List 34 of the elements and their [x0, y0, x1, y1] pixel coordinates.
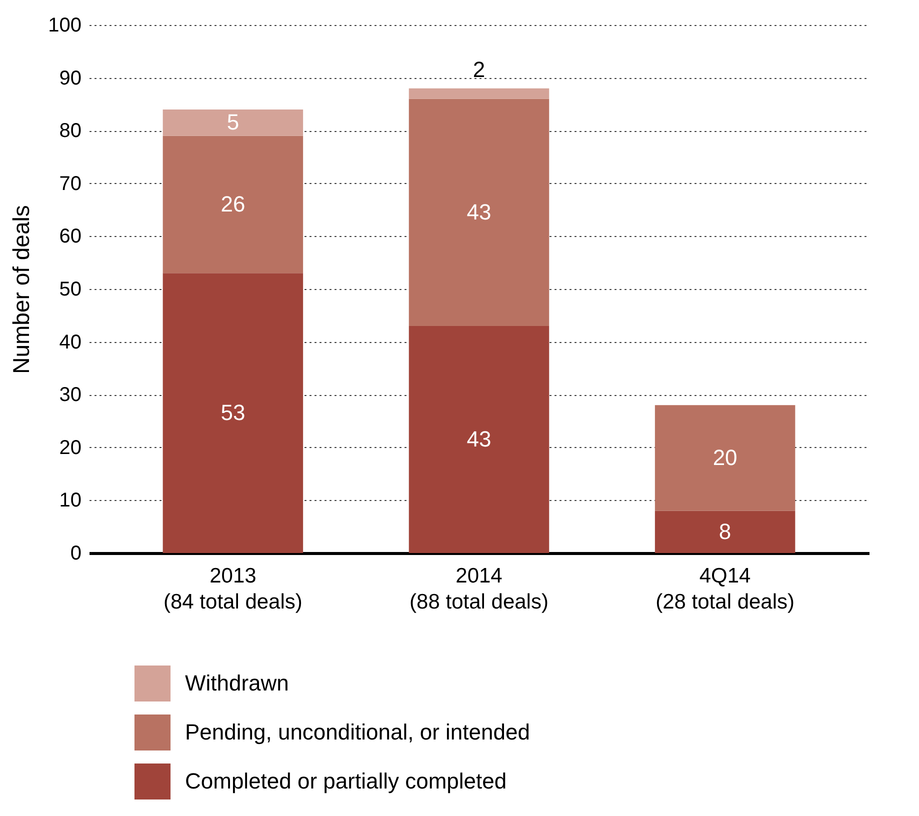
y-tick-label: 100 — [48, 14, 82, 36]
y-tick-label: 30 — [59, 384, 82, 406]
data-label: 20 — [712, 444, 738, 470]
y-tick-label: 20 — [59, 436, 82, 459]
y-tick-label: 50 — [59, 278, 82, 300]
y-axis-title: Number of deals — [8, 205, 34, 374]
data-label: 8 — [718, 518, 732, 544]
data-label: 43 — [466, 426, 492, 452]
bar — [162, 109, 304, 136]
data-label: 26 — [220, 192, 246, 217]
legend-label: Pending, unconditional, or intended — [185, 720, 530, 744]
data-label: 5 — [226, 110, 240, 135]
bar — [162, 136, 304, 274]
bar — [408, 98, 550, 326]
data-label: 2 — [472, 56, 486, 82]
legend-label: Completed or partially completed — [185, 768, 507, 794]
bar — [654, 510, 796, 553]
bar — [654, 405, 796, 511]
y-tick-label: 80 — [59, 120, 82, 142]
x-tick-label: 4Q14 (28 total deals) — [656, 564, 795, 614]
bar — [408, 88, 550, 99]
x-tick-label: 2013 (84 total deals) — [163, 564, 302, 614]
y-tick-label: 60 — [59, 226, 82, 248]
data-label: 53 — [220, 400, 246, 426]
y-tick-label: 70 — [59, 172, 82, 195]
data-label: 43 — [466, 199, 492, 224]
y-tick-label: 10 — [59, 490, 82, 512]
bar — [408, 326, 550, 553]
x-tick-label: 2014 (88 total deals) — [410, 564, 548, 614]
y-tick-label: 0 — [70, 542, 82, 564]
legend-label: Withdrawn — [185, 670, 289, 696]
y-tick-label: 90 — [59, 67, 82, 90]
bar — [162, 273, 304, 553]
y-tick-label: 40 — [59, 331, 82, 354]
